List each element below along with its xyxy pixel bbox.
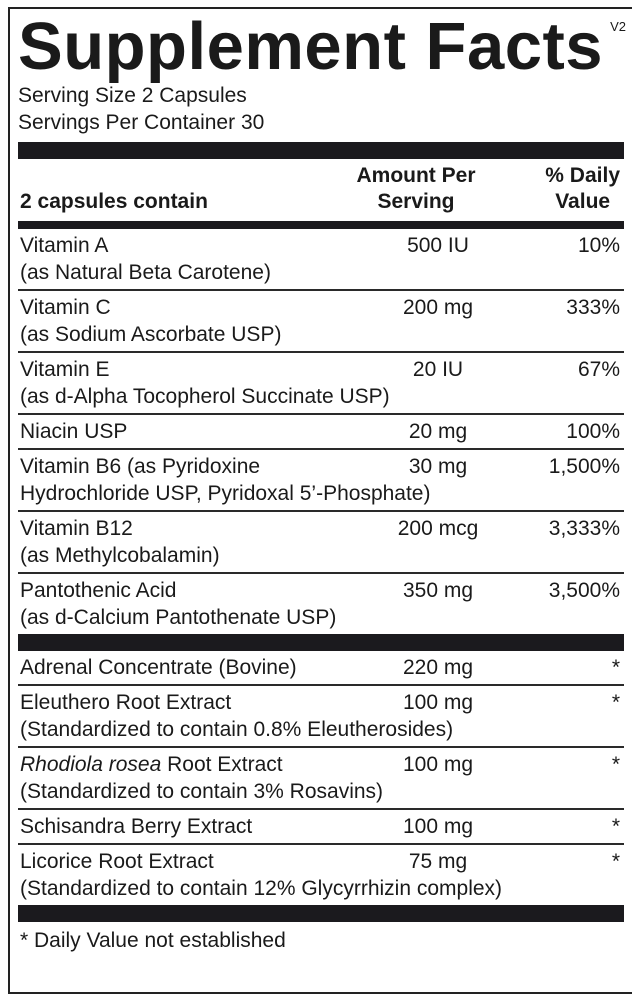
divider-bar	[18, 634, 624, 651]
header-dv-line2: Value	[555, 190, 611, 213]
ingredient-source: (as Sodium Ascorbate USP)	[20, 323, 282, 346]
header-amount-line2: Serving	[377, 190, 455, 213]
ingredient-name: Vitamin A	[20, 234, 109, 257]
ingredient-name: Licorice Root Extract	[20, 850, 214, 873]
daily-value: *	[611, 691, 620, 714]
daily-value: *	[611, 850, 620, 873]
amount-per-serving: 100 mg	[402, 691, 474, 714]
divider-bar	[18, 905, 624, 922]
amount-per-serving: 100 mg	[402, 815, 474, 838]
ingredient-row: Rhodiola rosea Root Extract (Standardized…	[18, 748, 624, 810]
ingredient-row: Vitamin B6 (as Pyridoxine Hydrochloride U…	[18, 450, 624, 512]
ingredient-source: (Standardized to contain 0.8% Eleutheros…	[20, 718, 454, 741]
ingredient-name-rest: Root Extract	[161, 753, 283, 776]
daily-value: 3,500%	[548, 579, 620, 602]
amount-per-serving: 75 mg	[408, 850, 468, 873]
panel-title: Supplement Facts	[18, 9, 604, 84]
amount-per-serving: 20 IU	[412, 358, 464, 381]
ingredient-row: Pantothenic Acid (as d-Calcium Pantothena…	[18, 574, 624, 634]
version-mark: V2	[610, 19, 626, 34]
ingredient-source: (as Methylcobalamin)	[20, 544, 220, 567]
ingredient-source: Hydrochloride USP, Pyridoxal 5’-Phosphat…	[20, 482, 431, 505]
extracts-list: Adrenal Concentrate (Bovine) 220 mg * Eleut…	[18, 651, 624, 905]
amount-per-serving: 20 mg	[408, 420, 468, 443]
serving-size: Serving Size 2 Capsules	[18, 84, 247, 107]
header-dv: % Daily Value	[545, 163, 620, 215]
ingredient-source: (as d-Alpha Tocopherol Succinate USP)	[20, 385, 390, 408]
ingredient-row: Schisandra Berry Extract 100 mg *	[18, 810, 624, 845]
ingredient-source: (as d-Calcium Pantothenate USP)	[20, 606, 337, 629]
amount-per-serving: 30 mg	[408, 455, 468, 478]
ingredient-row: Vitamin A (as Natural Beta Carotene) 500 I…	[18, 229, 624, 291]
ingredient-row: Licorice Root Extract (Standardized to co…	[18, 845, 624, 905]
ingredient-source: (Standardized to contain 12% Glycyrrhizi…	[20, 877, 503, 900]
ingredient-name: Vitamin B6 (as Pyridoxine	[20, 455, 261, 478]
amount-per-serving: 200 mcg	[397, 517, 479, 540]
ingredient-name-italic: Rhodiola rosea	[20, 753, 162, 776]
daily-value: *	[611, 656, 620, 679]
header-dv-line1: % Daily	[545, 164, 620, 187]
ingredient-name: Schisandra Berry Extract	[20, 815, 253, 838]
ingredient-row: Niacin USP 20 mg 100%	[18, 415, 624, 450]
amount-per-serving: 220 mg	[402, 656, 474, 679]
amount-per-serving: 100 mg	[402, 753, 474, 776]
daily-value: 1,500%	[548, 455, 620, 478]
daily-value: 10%	[577, 234, 620, 257]
servings-per-container: Servings Per Container 30	[18, 111, 265, 134]
ingredient-row: Vitamin E (as d-Alpha Tocopherol Succinat…	[18, 353, 624, 415]
ingredient-row: Eleuthero Root Extract (Standardized to c…	[18, 686, 624, 748]
ingredient-row: Vitamin B12 (as Methylcobalamin) 200 mcg 3,…	[18, 512, 624, 574]
daily-value: *	[611, 815, 620, 838]
header-amount-line1: Amount Per	[356, 164, 476, 187]
daily-value: 333%	[566, 296, 620, 319]
daily-value: 100%	[566, 420, 620, 443]
ingredient-name: Adrenal Concentrate (Bovine)	[20, 656, 297, 679]
amount-per-serving: 500 IU	[407, 234, 469, 257]
divider-bar	[18, 142, 624, 159]
footnote: * Daily Value not established	[20, 929, 286, 952]
ingredient-name: Eleuthero Root Extract	[20, 691, 232, 714]
supplement-facts-panel: Supplement Facts V2 Serving Size 2 Capsu…	[8, 7, 632, 994]
ingredient-name: Vitamin C	[20, 296, 111, 319]
ingredient-row: Adrenal Concentrate (Bovine) 220 mg *	[18, 651, 624, 686]
daily-value: *	[611, 753, 620, 776]
amount-per-serving: 200 mg	[402, 296, 474, 319]
ingredient-name: Niacin USP	[20, 420, 128, 443]
amount-per-serving: 350 mg	[402, 579, 474, 602]
header-contain: 2 capsules contain	[20, 190, 208, 213]
ingredient-name: Vitamin B12	[20, 517, 133, 540]
ingredient-row: Vitamin C (as Sodium Ascorbate USP) 200 mg…	[18, 291, 624, 353]
ingredient-name: Vitamin E	[20, 358, 110, 381]
ingredient-name: Pantothenic Acid	[20, 579, 177, 602]
ingredient-name: Rhodiola rosea Root Extract	[20, 751, 624, 778]
vitamins-list: Vitamin A (as Natural Beta Carotene) 500 I…	[18, 229, 624, 634]
divider-bar	[18, 221, 624, 229]
daily-value: 3,333%	[548, 517, 620, 540]
ingredient-source: (as Natural Beta Carotene)	[20, 261, 271, 284]
daily-value: 67%	[577, 358, 620, 381]
column-header: 2 capsules contain Amount Per Serving % D…	[18, 159, 624, 221]
ingredient-source: (Standardized to contain 3% Rosavins)	[20, 780, 384, 803]
header-amount: Amount Per Serving	[346, 163, 486, 215]
